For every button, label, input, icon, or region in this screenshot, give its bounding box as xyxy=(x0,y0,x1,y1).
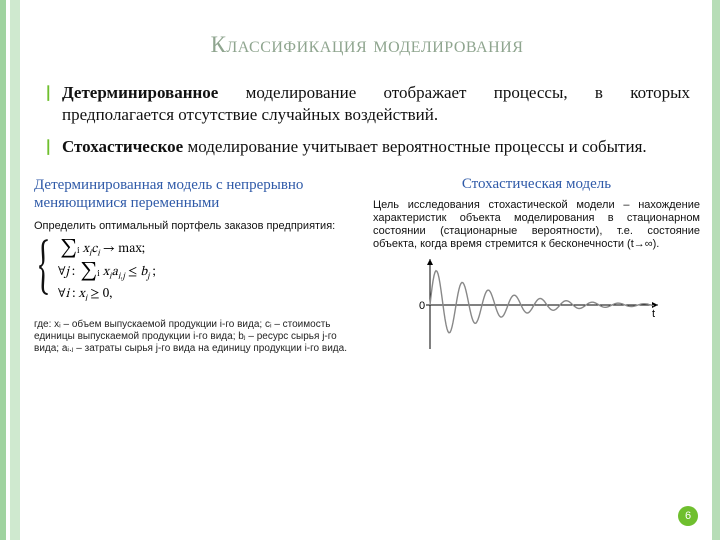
right-strip xyxy=(712,0,720,540)
svg-text:0: 0 xyxy=(419,300,425,312)
eq3: ∀i : xi ≥ 0, xyxy=(58,286,361,309)
sto-heading: Стохастическая модель xyxy=(373,176,700,193)
bullet-item: ❘ Детерминированное моделирование отобра… xyxy=(42,82,690,126)
bullet-icon: ❘ xyxy=(42,82,56,126)
brace-icon: { xyxy=(38,241,49,295)
deterministic-panel: Детерминированная модель с непрерывно ме… xyxy=(34,170,361,355)
page-number-badge: 6 xyxy=(678,506,698,526)
stochastic-panel: Стохастическая модель Цель исследования … xyxy=(373,170,700,355)
det-equations: { ∑i xici → max; ∀j : ∑i xiai.j ≤ bj ; ∀… xyxy=(34,241,361,309)
bullet-icon: ❘ xyxy=(42,136,56,158)
eq1: ∑i xici → max; xyxy=(58,241,361,264)
sto-text: Цель исследования стохастической модели … xyxy=(373,199,700,251)
bullet-text: Детерминированное моделирование отобража… xyxy=(62,82,690,126)
bullet-bold: Стохастическое xyxy=(62,137,183,156)
bullet-tail: моделирование учитывает вероятностные пр… xyxy=(183,137,646,156)
left-strip-2 xyxy=(10,0,20,540)
det-heading: Детерминированная модель с непрерывно ме… xyxy=(34,176,361,212)
eq2: ∀j : ∑i xiai.j ≤ bj ; xyxy=(58,264,361,287)
left-strip-1 xyxy=(0,0,6,540)
det-task: Определить оптимальный портфель заказов … xyxy=(34,220,361,233)
oscillation-svg: 0t xyxy=(412,255,662,355)
svg-text:t: t xyxy=(652,308,655,320)
det-legend: где: xᵢ – объем выпускаемой продукции i-… xyxy=(34,319,361,355)
oscillation-chart: 0t xyxy=(373,255,700,355)
bullet-item: ❘ Стохастическое моделирование учитывает… xyxy=(42,136,690,158)
bullet-bold: Детерминированное xyxy=(62,83,218,102)
slide-title: Классификация моделирования xyxy=(34,32,700,58)
bullet-list: ❘ Детерминированное моделирование отобра… xyxy=(34,82,700,158)
bullet-text: Стохастическое моделирование учитывает в… xyxy=(62,136,647,158)
